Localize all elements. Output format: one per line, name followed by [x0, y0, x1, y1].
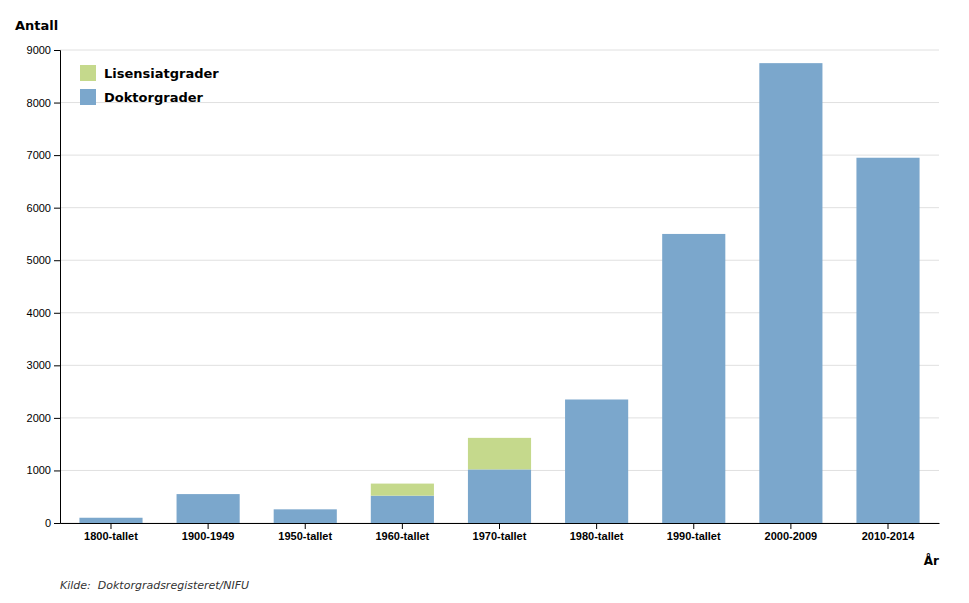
- tick-label: 2000: [27, 412, 51, 424]
- tick-label: 1900-1949: [182, 530, 235, 542]
- legend-label: Lisensiatgrader: [104, 66, 219, 81]
- tick-label: 2010-2014: [862, 530, 915, 542]
- tick-mark: [888, 523, 889, 529]
- tick-mark: [402, 523, 403, 529]
- tick: 1800-tallet: [84, 523, 138, 542]
- tick-label: 1950-tallet: [278, 530, 332, 542]
- tick-mark: [54, 418, 60, 419]
- tick: 2000-2009: [765, 523, 818, 542]
- bar: [662, 233, 725, 234]
- tick-mark: [54, 523, 60, 524]
- tick: 1960-tallet: [375, 523, 429, 542]
- y-axis-label: Antall: [15, 18, 58, 33]
- tick-mark: [110, 523, 111, 529]
- legend-item: Lisensiatgrader: [80, 65, 219, 81]
- legend-label: Doktorgrader: [104, 90, 204, 105]
- tick: 3000: [27, 359, 60, 371]
- tick-mark: [54, 208, 60, 209]
- tick-label: 9000: [27, 44, 51, 56]
- bar: [468, 438, 531, 470]
- tick: 1000: [27, 464, 60, 476]
- legend-item: Doktorgrader: [80, 89, 204, 105]
- bar: [274, 509, 337, 510]
- tick-label: 1800-tallet: [84, 530, 138, 542]
- tick: 1980-tallet: [570, 523, 624, 542]
- x-axis: 1800-tallet 1900-1949 1950-tallet 1960-tall…: [61, 523, 940, 542]
- tick-mark: [499, 523, 500, 529]
- x-axis-label: År: [924, 553, 939, 568]
- legend: Lisensiatgrader Doktorgrader: [80, 65, 219, 105]
- tick-mark: [208, 523, 209, 529]
- grid-line: [60, 50, 939, 51]
- tick: 9000: [27, 44, 60, 56]
- tick-mark: [596, 523, 597, 529]
- tick: 7000: [27, 149, 60, 161]
- bar: [856, 157, 919, 158]
- bars: [79, 63, 919, 523]
- tick-label: 1960-tallet: [375, 530, 429, 542]
- grid: [60, 50, 939, 523]
- tick-label: 1970-tallet: [473, 530, 527, 542]
- tick-label: 1980-tallet: [570, 530, 624, 542]
- tick-mark: [790, 523, 791, 529]
- tick-label: 3000: [27, 359, 51, 371]
- tick-mark: [54, 313, 60, 314]
- tick-mark: [54, 470, 60, 471]
- tick-label: 4000: [27, 307, 51, 319]
- tick: 4000: [27, 307, 60, 319]
- bar: [177, 494, 240, 523]
- tick-label: 2000-2009: [765, 530, 818, 542]
- tick-label: 1000: [27, 464, 51, 476]
- tick-label: 8000: [27, 97, 51, 109]
- bar: [565, 399, 628, 400]
- tick-label: 0: [45, 517, 51, 529]
- bar: [79, 517, 142, 518]
- tick-mark: [54, 365, 60, 366]
- bar: [371, 496, 434, 523]
- series: [79, 63, 919, 523]
- bar: [565, 399, 628, 523]
- series: [371, 438, 531, 496]
- tick-mark: [54, 155, 60, 156]
- tick: 6000: [27, 202, 60, 214]
- bar: [759, 63, 822, 523]
- tick-mark: [305, 523, 306, 529]
- bar: [177, 494, 240, 495]
- tick: 5000: [27, 254, 60, 266]
- tick: 1900-1949: [182, 523, 235, 542]
- tick-mark: [54, 103, 60, 104]
- tick: 0: [45, 517, 60, 529]
- y-axis: 0 1000 2000 3000 4000 5000 6000 7000 8000 9000: [27, 44, 61, 529]
- bar: [371, 484, 434, 496]
- tick: 2000: [27, 412, 60, 424]
- legend-swatch: [80, 89, 96, 105]
- tick: 1970-tallet: [473, 523, 527, 542]
- tick-label: 6000: [27, 202, 51, 214]
- tick: 2010-2014: [862, 523, 915, 542]
- bar: [759, 63, 822, 64]
- legend-swatch: [80, 65, 96, 81]
- tick: 8000: [27, 97, 60, 109]
- tick-mark: [54, 260, 60, 261]
- tick-label: 5000: [27, 254, 51, 266]
- bar: [468, 469, 531, 523]
- plot: 0 1000 2000 3000 4000 5000 6000 7000 8000 9000 180…: [27, 44, 940, 542]
- tick-mark: [54, 50, 60, 51]
- bar: [79, 518, 142, 523]
- bar: [274, 509, 337, 523]
- bar: [662, 234, 725, 523]
- tick: 1990-tallet: [667, 523, 721, 542]
- annotation: Kilde: Doktorgradsregisteret/NIFU: [60, 579, 249, 592]
- chart: 0 1000 2000 3000 4000 5000 6000 7000 8000 9000 180…: [0, 0, 969, 603]
- tick-label: 1990-tallet: [667, 530, 721, 542]
- bar: [856, 158, 919, 523]
- tick-mark: [693, 523, 694, 529]
- tick-label: 7000: [27, 149, 51, 161]
- tick: 1950-tallet: [278, 523, 332, 542]
- axis-line: [54, 51, 61, 524]
